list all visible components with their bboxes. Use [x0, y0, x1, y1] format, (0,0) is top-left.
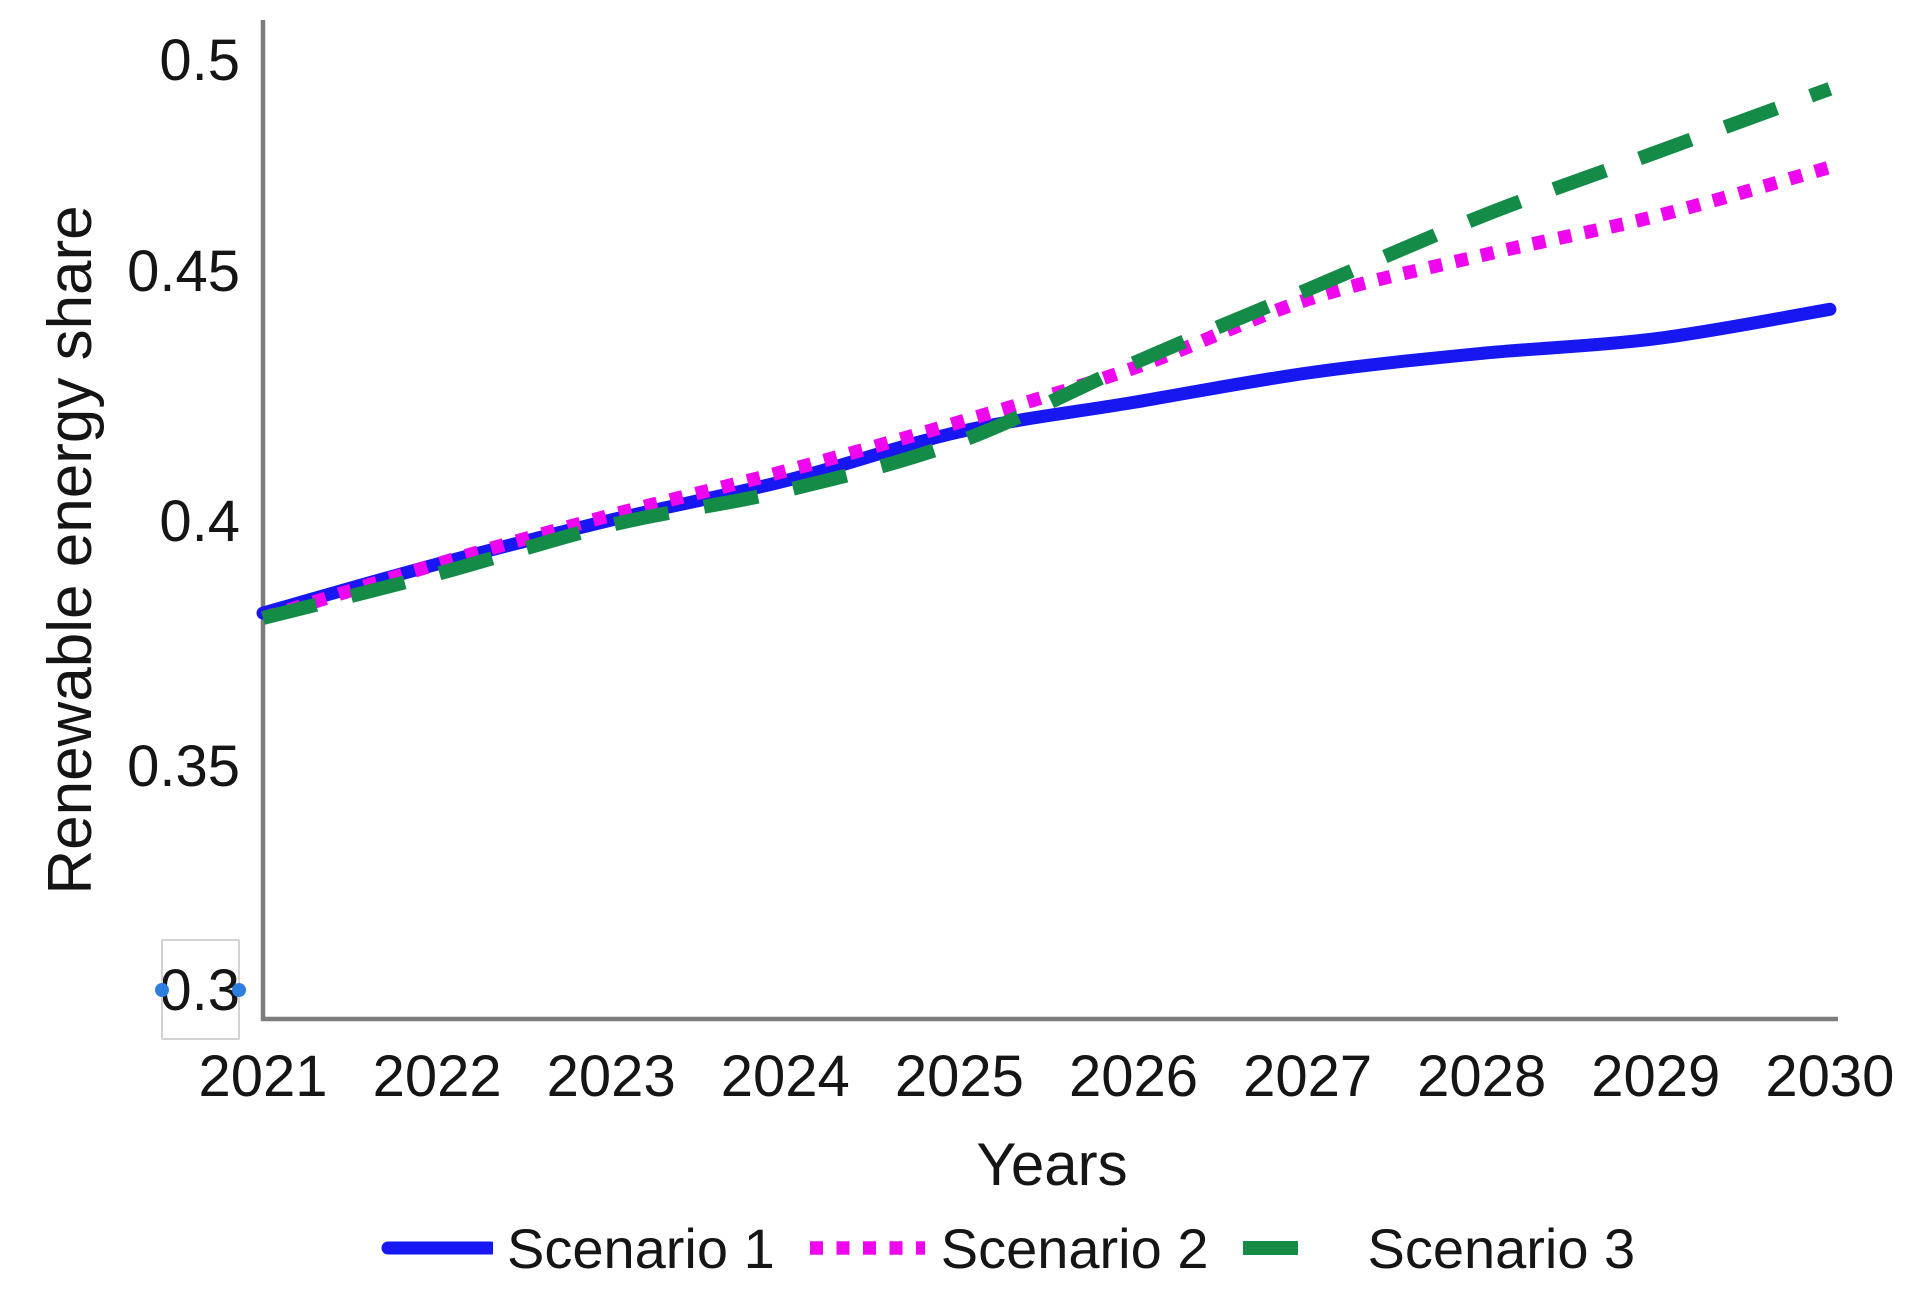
legend-label: Scenario 3 — [1367, 1216, 1636, 1280]
x-tick-label-2028[interactable]: 2028 — [1417, 1044, 1546, 1109]
tick-selection-box[interactable] — [155, 939, 246, 1040]
x-axis-title[interactable]: Years — [976, 1131, 1128, 1198]
x-tick-label-2024[interactable]: 2024 — [721, 1044, 850, 1109]
legend-item-scenario-2[interactable]: Scenario 2 — [808, 1216, 1209, 1281]
legend-line-dotted-icon — [809, 1241, 925, 1255]
y-axis-title[interactable]: Renewable energy share — [36, 205, 105, 895]
legend-line-dash-icon — [1243, 1241, 1308, 1255]
y-tick-label-0.4[interactable]: 0.4 — [159, 489, 240, 554]
series-line-scenario-2[interactable] — [260, 160, 1832, 625]
legend-item-scenario-1[interactable]: Scenario 1 — [381, 1216, 775, 1281]
x-tick-label-2030[interactable]: 2030 — [1765, 1044, 1894, 1109]
legend-item-scenario-3[interactable]: Scenario 3 — [1241, 1216, 1635, 1281]
y-tick-label-0.45[interactable]: 0.45 — [127, 239, 240, 304]
selection-handle-right[interactable] — [232, 982, 246, 997]
x-tick-label-2029[interactable]: 2029 — [1591, 1044, 1720, 1109]
series-line-scenario-3[interactable] — [261, 82, 1833, 625]
x-tick-label-2025[interactable]: 2025 — [895, 1044, 1024, 1109]
legend-label: Scenario 2 — [940, 1216, 1209, 1280]
legend: Scenario 1 Scenario 2 Scenario 3 — [381, 1216, 1635, 1280]
x-tick-label-2023[interactable]: 2023 — [547, 1044, 676, 1109]
legend-label: Scenario 1 — [507, 1216, 775, 1280]
y-tick-label-0.35[interactable]: 0.35 — [127, 734, 240, 799]
x-tick-label-2027[interactable]: 2027 — [1243, 1044, 1372, 1109]
x-tick-label-2022[interactable]: 2022 — [373, 1044, 502, 1109]
y-tick-label-0.5[interactable]: 0.5 — [159, 28, 240, 93]
axes-lines — [260, 20, 1838, 1022]
x-tick-label-2026[interactable]: 2026 — [1069, 1044, 1198, 1109]
y-tick-label-0.3[interactable]: 0.3 — [159, 958, 240, 1023]
selection-handle-left[interactable] — [155, 982, 169, 997]
x-tick-label-2021[interactable]: 2021 — [198, 1044, 327, 1109]
legend-line-solid-icon — [381, 1241, 493, 1255]
series-line-scenario-1[interactable] — [256, 302, 1837, 620]
